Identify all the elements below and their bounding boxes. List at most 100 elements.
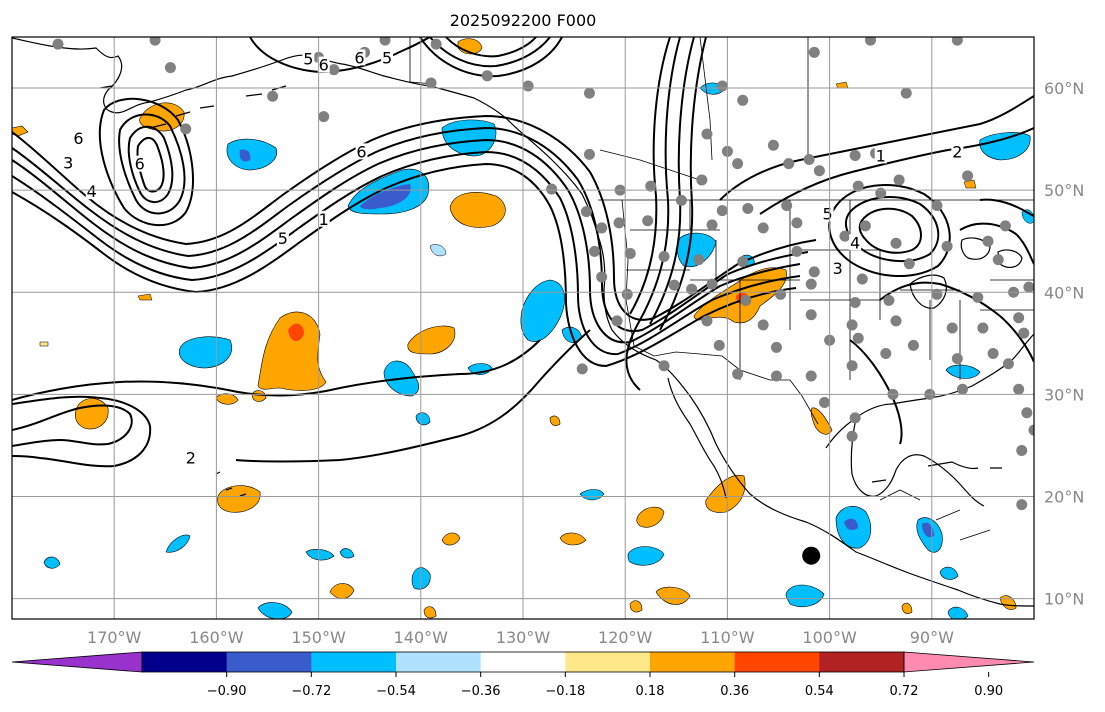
shaded-anomaly-areas (12, 38, 1034, 619)
station-marker (849, 296, 861, 308)
colorbar-tick-label: −0.90 (207, 684, 247, 699)
station-marker (907, 339, 919, 351)
contour-label-bg (317, 56, 330, 73)
station-marker (481, 70, 493, 82)
colorbar-segment (311, 652, 397, 672)
station-marker (1021, 407, 1033, 419)
lat-label: 40°N (1044, 283, 1084, 302)
colorbar-tick-label: −0.18 (545, 684, 585, 699)
station-marker (596, 271, 608, 283)
station-marker (1013, 383, 1025, 395)
station-marker (267, 90, 279, 102)
colorbar-segment (565, 652, 651, 672)
contour-label-bg (184, 449, 197, 466)
station-marker (696, 174, 708, 186)
map-frame (11, 36, 1035, 620)
contour-label-bg (874, 147, 887, 164)
station-marker (931, 199, 943, 211)
black-point-marker (802, 546, 821, 565)
station-marker (328, 64, 340, 76)
contour-label: 6 (135, 155, 145, 174)
station-marker (611, 315, 623, 327)
colorbar-segment (226, 652, 312, 672)
station-marker (813, 165, 825, 177)
station-marker (767, 139, 779, 151)
lon-label: 130°W (496, 628, 551, 647)
map-title: 2025092200 F000 (450, 11, 597, 30)
contour-label-bg (62, 154, 75, 171)
contour-label: 6 (354, 48, 364, 67)
contour-label-bg (849, 234, 862, 251)
colorbar-segment (734, 652, 820, 672)
contour-label-bg (85, 183, 98, 200)
station-marker (808, 46, 820, 58)
station-marker (1016, 499, 1028, 511)
colorbar-upper-extension (903, 651, 1035, 673)
contour-label: 4 (87, 182, 97, 201)
station-marker (546, 183, 558, 195)
colorbar-tick-label: −0.72 (291, 684, 331, 699)
station-marker (890, 237, 902, 249)
station-marker (956, 383, 968, 395)
contour-lines (12, 37, 1034, 468)
station-marker (883, 294, 895, 306)
station-marker (903, 258, 915, 270)
station-marker (686, 283, 698, 295)
colorbar-tick-label: 0.90 (974, 684, 1003, 699)
station-marker (1002, 358, 1014, 370)
contour-label-bg (353, 49, 366, 66)
lon-label: 170°W (87, 628, 142, 647)
station-marker (740, 294, 752, 306)
station-marker (805, 309, 817, 321)
lon-label: 110°W (700, 628, 755, 647)
station-marker (642, 215, 654, 227)
station-marker (1018, 327, 1030, 339)
lat-label: 60°N (1044, 79, 1084, 98)
contour-label: 1 (319, 210, 329, 229)
station-marker (864, 37, 876, 46)
station-marker (880, 348, 892, 360)
contour-label-bg (821, 205, 834, 222)
station-marker (379, 37, 391, 46)
contour-label: 6 (319, 56, 329, 75)
station-marker (180, 123, 192, 135)
station-marker (987, 348, 999, 360)
station-marker (791, 245, 803, 257)
station-marker (732, 158, 744, 170)
contour-label-bg (302, 50, 315, 67)
colorbar-tick-label: 0.54 (805, 684, 834, 699)
contour-label: 6 (356, 142, 366, 161)
station-marker (992, 254, 1004, 266)
station-marker (668, 279, 680, 291)
colorbar-lower-extension (11, 651, 143, 673)
station-marker (972, 291, 984, 303)
station-marker (805, 370, 817, 382)
station-marker (783, 158, 795, 170)
station-marker (859, 220, 871, 232)
station-marker (805, 278, 817, 290)
lat-label: 30°N (1044, 385, 1084, 404)
contour-label: 3 (833, 259, 843, 278)
station-marker (645, 180, 657, 192)
station-marker (693, 254, 705, 266)
station-marker (613, 217, 625, 229)
station-marker (849, 149, 861, 161)
station-marker (856, 273, 868, 285)
colorbar-tick-label: 0.72 (890, 684, 919, 699)
station-marker (425, 77, 437, 89)
station-marker (576, 363, 588, 375)
graticule (12, 37, 1034, 619)
lat-label: 50°N (1044, 181, 1084, 200)
station-marker (658, 360, 670, 372)
colorbar-segment (396, 652, 482, 672)
station-marker (941, 240, 953, 252)
lon-label: 160°W (189, 628, 244, 647)
station-marker (522, 80, 534, 92)
station-marker (962, 170, 974, 182)
station-marker (716, 205, 728, 217)
colorbar-tick-label: −0.54 (376, 684, 416, 699)
colorbar-segment (480, 652, 566, 672)
station-marker (1013, 312, 1025, 324)
station-marker (818, 397, 830, 409)
